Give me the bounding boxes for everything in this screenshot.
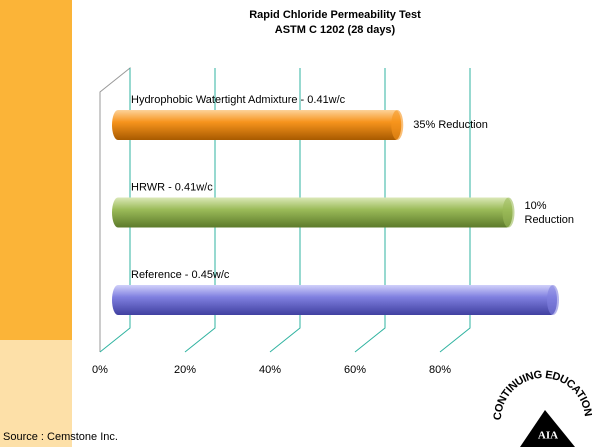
bar xyxy=(112,110,402,140)
x-tick-label: 80% xyxy=(429,364,451,376)
annotation: 10% Reduction xyxy=(524,199,575,226)
x-tick-label: 40% xyxy=(259,364,281,376)
grid-line xyxy=(184,68,216,353)
chart-subtitle: ASTM C 1202 (28 days) xyxy=(275,24,396,36)
logo-mark xyxy=(520,410,575,447)
grid-line xyxy=(439,68,471,353)
logo-ring: CONTINUING EDUCATION xyxy=(492,369,592,421)
logo-ring-text: CONTINUING EDUCATION xyxy=(492,369,592,421)
x-tick-label: 60% xyxy=(344,364,366,376)
bar-end xyxy=(391,110,404,140)
category-label: Reference - 0.45w/c xyxy=(131,269,230,281)
logo: CONTINUING EDUCATION AIA xyxy=(492,369,592,447)
source: Source : Cemstone Inc. xyxy=(3,431,118,443)
grid-line xyxy=(99,68,131,353)
bar-end xyxy=(502,197,515,228)
bar xyxy=(112,285,557,315)
bar-end xyxy=(547,285,559,315)
category-label: HRWR - 0.41w/c xyxy=(131,181,213,193)
bar xyxy=(112,197,513,228)
grid-line xyxy=(269,68,301,353)
chart-title: Rapid Chloride Permeability Test xyxy=(249,9,421,21)
grid-line xyxy=(354,68,386,353)
annotation: 35% Reduction xyxy=(413,119,488,131)
side-band xyxy=(0,0,72,340)
category-label: Hydrophobic Watertight Admixture - 0.41w… xyxy=(131,94,346,106)
logo-text: AIA xyxy=(538,430,558,442)
side-band-light xyxy=(0,340,72,447)
x-tick-label: 20% xyxy=(174,364,196,376)
x-tick-label: 0% xyxy=(92,364,108,376)
